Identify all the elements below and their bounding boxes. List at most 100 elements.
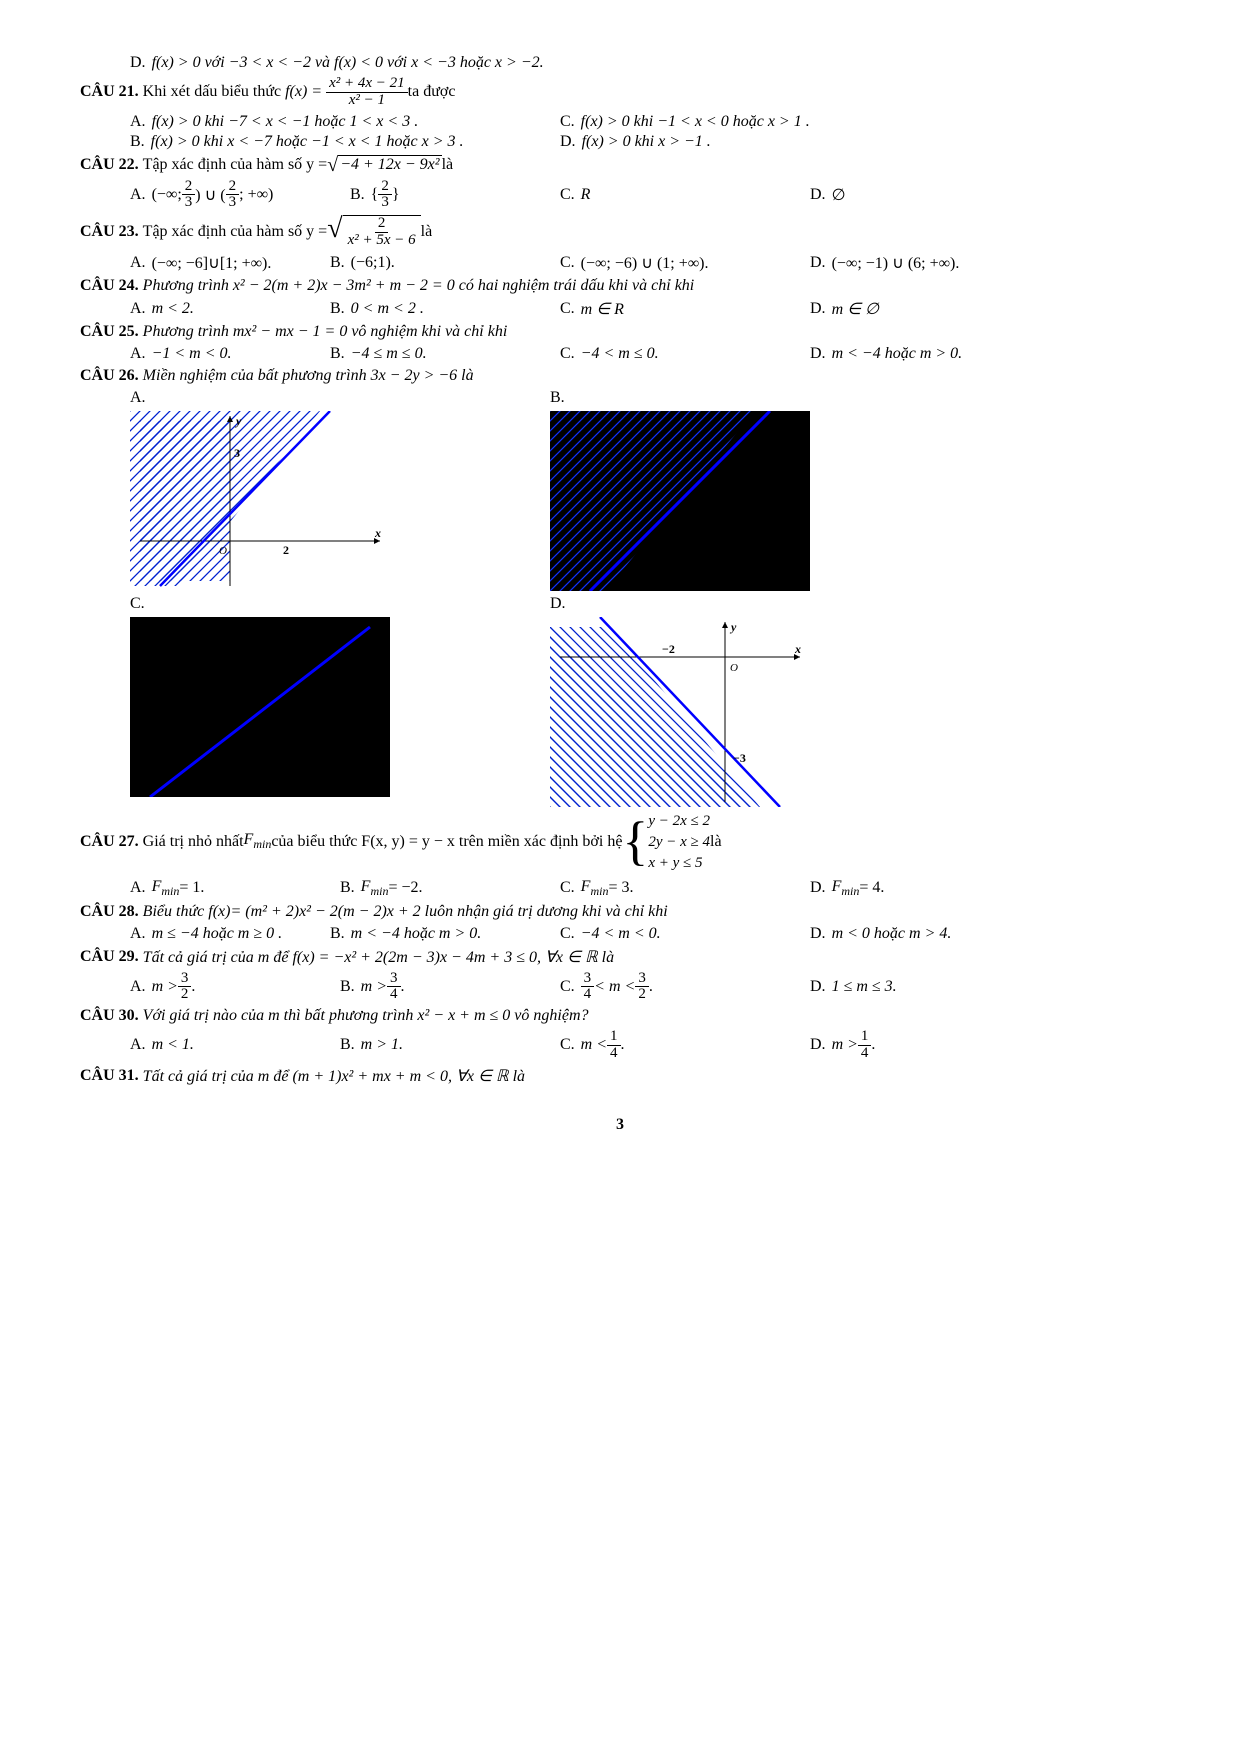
q27-system: { y − 2x ≤ 2 2y − x ≥ 4 x + y ≤ 5 — [622, 811, 710, 874]
q21-row2: B.f(x) > 0 khi x < −7 hoặc −1 < x < 1 ho… — [130, 133, 1160, 151]
q31-label: CÂU 31. — [80, 1067, 139, 1085]
q24-label: CÂU 24. — [80, 277, 139, 295]
q26d-xm2: −2 — [662, 642, 675, 656]
q27-opts: A.Fmin = 1. B.Fmin = −2. C.Fmin = 3. D.F… — [130, 878, 1160, 899]
q29-c-mid: < m < — [594, 978, 635, 996]
q27-label: CÂU 27. — [80, 833, 139, 851]
q24-opts: A.m < 2. B.0 < m < 2 . C.m ∈ R D.m ∈ ∅ — [130, 299, 1160, 319]
q29-c-d2: 2 — [635, 987, 649, 1003]
q26-a-label: A. — [130, 389, 390, 407]
q26-b-label: B. — [550, 389, 810, 407]
q25-opts: A.−1 < m < 0. B.−4 ≤ m ≤ 0. C.−4 < m ≤ 0… — [130, 345, 1160, 363]
q30-opt-b: B.m > 1. — [340, 1029, 560, 1062]
q27-b: = −2. — [388, 879, 422, 897]
q28-text: Biểu thức f(x)= (m² + 2)x² − 2(m − 2)x +… — [143, 903, 668, 921]
q26-graph-row2: C. D. −2 −3 O x y — [130, 595, 1160, 807]
q30-label: CÂU 30. — [80, 1007, 139, 1025]
q23-stem: CÂU 23. Tập xác định của hàm số y = √ 2x… — [80, 215, 1160, 249]
q23-pre: Tập xác định của hàm số y = — [143, 223, 328, 241]
q23-d: (−∞; −1) ∪ (6; +∞). — [832, 253, 960, 273]
q23-opts: A.(−∞; −6]∪[1; +∞). B.(−6;1). C.(−∞; −6)… — [130, 253, 1160, 273]
q22-a-f2n: 2 — [226, 179, 240, 196]
q23-b: (−6;1). — [351, 254, 395, 272]
q30-opts: A.m < 1. B.m > 1. C. m < 14 . D. m > 14 … — [130, 1029, 1160, 1062]
q24-text: Phương trình x² − 2(m + 2)x − 3m² + m − … — [143, 277, 695, 295]
q30-opt-d: D. m > 14 . — [810, 1029, 875, 1062]
q26-c-label: C. — [130, 595, 390, 613]
q27-s2: 2y − x ≥ 4 — [648, 832, 710, 853]
q26d-ym3: −3 — [733, 751, 746, 765]
q23-sd: x² + 5x − 6 — [345, 233, 419, 249]
q30-opt-a: A.m < 1. — [130, 1029, 340, 1062]
q29-opt-b: B. m > 34 . — [340, 971, 560, 1004]
q21-fx: f(x) = — [285, 83, 322, 101]
q25-opt-b: B.−4 ≤ m ≤ 0. — [330, 345, 560, 363]
q22-sqrt-arg: −4 + 12x − 9x² — [338, 155, 441, 174]
q26-graph-d: −2 −3 O x y — [550, 617, 810, 807]
q29-stem: CÂU 29. Tất cả giá trị của m để f(x) = −… — [80, 947, 1160, 967]
q28-opt-b: B.m < −4 hoặc m > 0. — [330, 925, 560, 943]
q29-c-n2: 3 — [635, 971, 649, 988]
q22-opt-b: B. { 23 } — [350, 179, 560, 212]
q29-c-n1: 3 — [581, 971, 595, 988]
q21-post: ta được — [408, 83, 456, 101]
q27-post: là — [710, 833, 722, 851]
q23-sn: 2 — [375, 216, 389, 233]
q21-a-text: f(x) > 0 khi −7 < x < −1 hoặc 1 < x < 3 … — [152, 113, 419, 131]
q29-c-post: . — [649, 978, 653, 996]
q21-row1: A.f(x) > 0 khi −7 < x < −1 hoặc 1 < x < … — [130, 113, 1160, 131]
q26d-ya: y — [729, 620, 737, 634]
q22-a-post: ; +∞) — [239, 186, 273, 204]
q24-stem: CÂU 24. Phương trình x² − 2(m + 2)x − 3m… — [80, 277, 1160, 295]
q25-opt-c: C.−4 < m ≤ 0. — [560, 345, 810, 363]
q29-label: CÂU 29. — [80, 948, 139, 966]
q29-a-pre: m > — [152, 978, 178, 996]
q22-a-f1d: 3 — [182, 195, 196, 211]
q26a-y3: 3 — [234, 446, 240, 460]
q30-stem: CÂU 30. Với giá trị nào của m thì bất ph… — [80, 1007, 1160, 1025]
q23-c: (−∞; −6) ∪ (1; +∞). — [581, 253, 709, 273]
q28-a: m ≤ −4 hoặc m ≥ 0 . — [152, 925, 283, 943]
q26a-ya: y — [234, 414, 242, 428]
q22-a-f1n: 2 — [182, 179, 196, 196]
q28-opt-c: C.−4 < m < 0. — [560, 925, 810, 943]
q26-label: CÂU 26. — [80, 367, 139, 385]
q26-graph-row1: A. 3 2 — [130, 389, 1160, 591]
q22-b-fd: 3 — [378, 195, 392, 211]
q27-F: F — [244, 831, 254, 848]
q29-a-post: . — [191, 978, 195, 996]
q22-b-post: } — [392, 186, 400, 204]
q27-opt-d: D.Fmin = 4. — [810, 878, 884, 899]
q31-stem: CÂU 31. Tất cả giá trị của m để (m + 1)x… — [80, 1066, 1160, 1086]
q24-c: m ∈ R — [581, 299, 624, 319]
q21-b-text: f(x) > 0 khi x < −7 hoặc −1 < x < 1 hoặc… — [151, 133, 464, 151]
q22-c-text: R — [581, 186, 591, 204]
q29-b-n: 3 — [387, 971, 401, 988]
q30-c-post: . — [621, 1036, 625, 1054]
q27-c: = 3. — [608, 879, 633, 897]
q21-opt-c: C.f(x) > 0 khi −1 < x < 0 hoặc x > 1 . — [560, 113, 990, 131]
q23-opt-a: A.(−∞; −6]∪[1; +∞). — [130, 253, 330, 273]
q21-label: CÂU 21. — [80, 83, 139, 101]
q25-label: CÂU 25. — [80, 323, 139, 341]
q28-stem: CÂU 28. Biểu thức f(x)= (m² + 2)x² − 2(m… — [80, 903, 1160, 921]
q21-opt-b: B.f(x) > 0 khi x < −7 hoặc −1 < x < 1 ho… — [130, 133, 560, 151]
q22-opt-d: D.∅ — [810, 179, 846, 212]
q24-opt-b: B.0 < m < 2 . — [330, 299, 560, 319]
q22-a-mid: ) ∪ ( — [195, 185, 225, 205]
orphan-option-d: D. f(x) > 0 với −3 < x < −2 và f(x) < 0 … — [80, 54, 1160, 72]
q22-opts: A. (−∞; 23 ) ∪ ( 23 ; +∞) B. { 23 } C.R … — [130, 179, 1160, 212]
q23-sqrt: √ 2x² + 5x − 6 — [327, 215, 420, 249]
q29-b-post: . — [401, 978, 405, 996]
q27-opt-c: C.Fmin = 3. — [560, 878, 810, 899]
q22-d-text: ∅ — [832, 185, 846, 205]
q21-d-text: f(x) > 0 khi x > −1 . — [582, 133, 711, 151]
orphan-d-text: f(x) > 0 với −3 < x < −2 và f(x) < 0 với… — [152, 54, 544, 71]
q26-graph-b — [550, 411, 810, 591]
q26a-x2: 2 — [283, 543, 289, 557]
q21-frac-den: x² − 1 — [346, 93, 388, 109]
q25-a: −1 < m < 0. — [152, 345, 232, 363]
q29-b-d: 4 — [387, 987, 401, 1003]
q26d-xa: x — [794, 642, 801, 656]
q26-graph-d-cell: D. −2 −3 O x y — [550, 595, 810, 807]
